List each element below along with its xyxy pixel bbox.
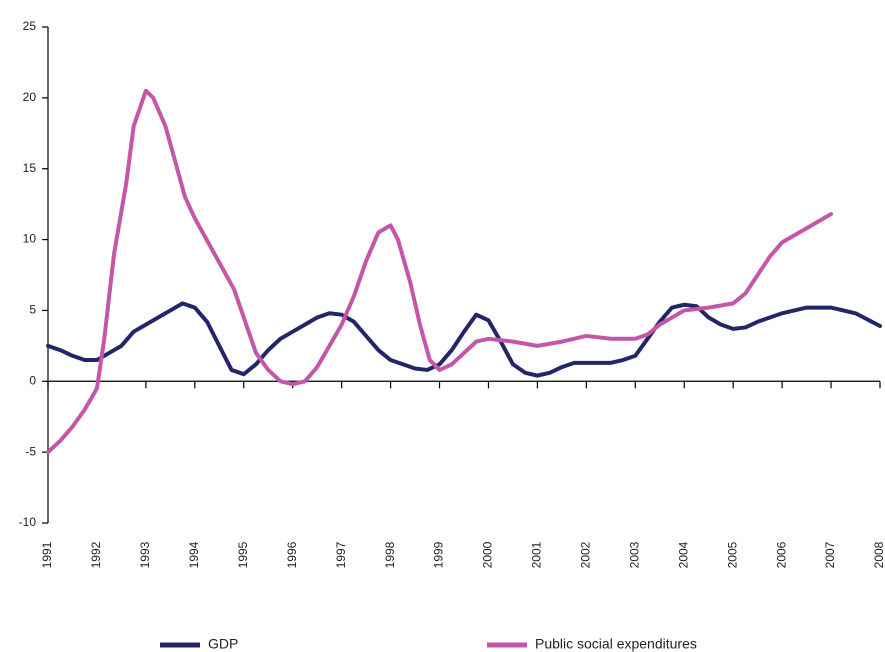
y-tick-label: 25 [23, 19, 37, 33]
series-line [46, 301, 882, 378]
x-tick-label: 2000 [481, 541, 495, 568]
x-tick-label: 1995 [236, 541, 250, 568]
series-line [46, 88, 834, 455]
y-tick-label: 5 [29, 303, 36, 317]
x-tick-label: 2001 [530, 541, 544, 568]
y-tick-label: 0 [29, 373, 36, 387]
x-tick-label: 2003 [627, 541, 641, 568]
x-tick-label: 1996 [285, 541, 299, 568]
x-tick-label: 1998 [383, 541, 397, 568]
x-tick-label: 2007 [823, 541, 837, 568]
x-tick-label: 1992 [89, 541, 103, 568]
x-tick-label: 1991 [40, 541, 54, 568]
x-tick-label: 2004 [676, 541, 690, 568]
x-tick-label: 1999 [432, 541, 446, 568]
x-tick-label: 1993 [138, 541, 152, 568]
x-tick-label: 1994 [187, 541, 201, 568]
y-tick-label: 20 [23, 90, 37, 104]
y-tick-label: 15 [23, 161, 37, 175]
x-tick-label: 1997 [334, 541, 348, 568]
y-tick-label: -10 [19, 515, 37, 529]
x-tick-label: 2005 [725, 541, 739, 568]
x-tick-label: 2008 [872, 541, 885, 568]
y-tick-label: -5 [25, 444, 36, 458]
x-tick-label: 2006 [774, 541, 788, 568]
legend-label: GDP [208, 636, 238, 652]
legend-label: Public social expenditures [535, 636, 697, 652]
y-tick-label: 10 [23, 232, 37, 246]
x-tick-label: 2002 [579, 541, 593, 568]
